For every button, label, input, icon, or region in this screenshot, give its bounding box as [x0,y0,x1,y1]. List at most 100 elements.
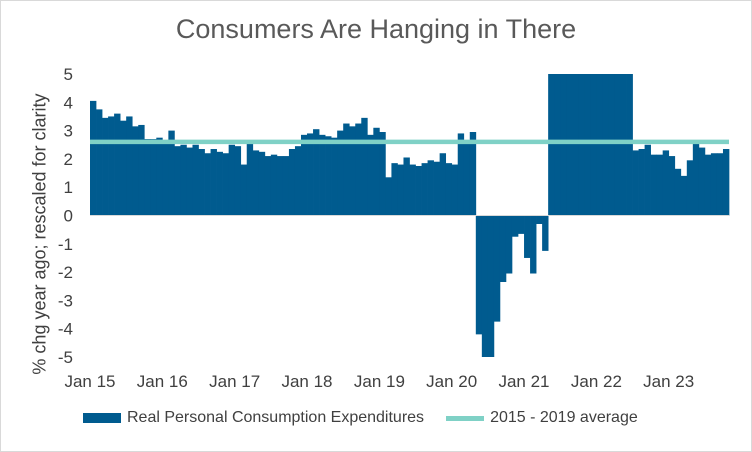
y-axis: 5 4 3 2 1 0 -1 -2 -3 -4 -5 [58,65,73,367]
bar [222,153,229,216]
bar [481,215,489,357]
bar [409,164,416,216]
bar [511,215,519,237]
bar [397,164,404,216]
x-tick-label: Jan 18 [281,372,332,391]
bar [258,151,266,216]
y-tick-label: 4 [64,93,73,112]
chart-title: Consumers Are Hanging in There [175,14,577,44]
bar [524,215,531,258]
bar [668,156,676,216]
bar [162,140,169,216]
bar [572,74,579,216]
bar [554,74,561,216]
x-tick-label: Jan 20 [426,372,477,391]
bar [710,153,718,216]
bar [114,113,121,216]
bar [590,74,597,216]
bar [614,74,621,216]
bar [487,215,495,357]
bar [584,74,591,216]
bar [403,157,410,216]
bar [361,117,368,216]
bar [602,74,609,216]
bar [270,154,278,216]
legend-swatch-bar [83,413,121,423]
bar [307,133,314,216]
y-tick-label: -5 [58,348,73,367]
y-tick-label: -1 [58,235,73,254]
bar [246,143,254,216]
legend-item-average: 2015 - 2019 average [446,409,638,427]
legend-swatch-line [446,415,485,421]
bar [210,149,217,216]
bar [626,74,633,216]
bar [662,150,670,216]
x-tick-label: Jan 16 [137,372,188,391]
bar [282,156,290,216]
bar [536,215,543,224]
bar [548,74,555,216]
bar [325,136,332,216]
legend-label-pce: Real Personal Consumption Expenditures [127,409,425,426]
bar [391,163,398,216]
bar [722,149,730,216]
bar [644,144,651,216]
y-tick-label: -4 [58,320,73,339]
bar [518,215,525,234]
bar [716,153,724,216]
bar [313,129,320,216]
y-tick-label: 3 [64,122,73,141]
bar [493,215,501,322]
bar [367,134,374,216]
bar [499,215,507,282]
bar [138,124,145,216]
bar [264,156,272,216]
bar [475,215,483,335]
bar [451,164,459,216]
bar [90,100,97,216]
bar [530,215,537,274]
bar [542,215,549,251]
bar [608,74,615,216]
legend-label-average: 2015 - 2019 average [490,409,638,426]
bar [505,215,513,274]
bar [421,163,428,216]
bar [656,154,664,216]
y-tick-label: 1 [64,178,73,197]
bar [379,132,386,216]
bar [445,163,453,216]
bar [463,141,471,216]
bar [228,144,236,216]
bar [650,154,658,216]
bar [108,116,115,216]
y-tick-label: -3 [58,291,73,310]
bar [144,139,151,216]
bar [469,132,477,216]
bar [216,151,223,216]
x-axis: Jan 15 Jan 16 Jan 17 Jan 18 Jan 19 Jan 20 Jan … [64,215,729,391]
bar [415,165,422,216]
bar [234,146,242,216]
bar [433,161,440,216]
bar [560,74,567,216]
bar [704,154,712,216]
bar [252,150,260,216]
bar [620,74,627,216]
bar [126,116,133,216]
x-tick-label: Jan 19 [354,372,405,391]
bar [102,117,109,216]
bar [174,146,181,216]
bar [294,146,302,216]
bar [337,130,344,216]
bar [632,150,639,216]
bar [596,74,603,216]
bar [692,143,700,216]
bar [457,133,465,216]
bar [150,139,157,216]
bar [198,149,205,216]
bar [204,153,211,216]
x-tick-label: Jan 15 [64,372,115,391]
bar [240,164,248,216]
